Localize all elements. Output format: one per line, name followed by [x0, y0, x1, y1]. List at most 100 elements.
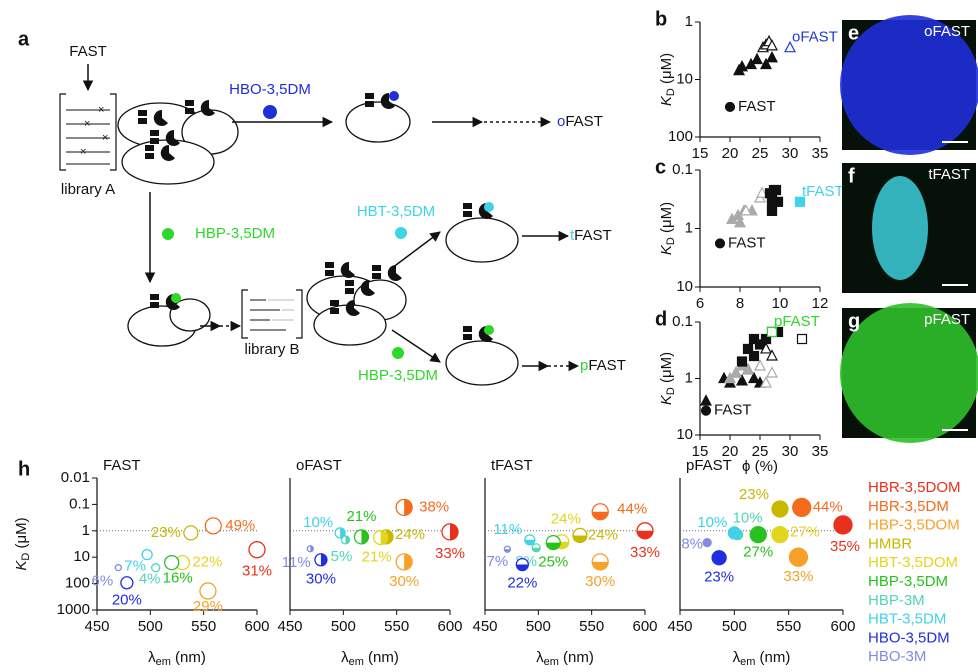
compound-label: HBP-3,5DM [358, 367, 438, 384]
subplot-title: oFAST [296, 457, 342, 474]
bubble-label: 33% [783, 568, 813, 585]
bubble-label: 10% [303, 514, 333, 531]
label-rest: (nm) [755, 649, 790, 666]
point [766, 366, 778, 378]
bubble-fill [345, 535, 350, 544]
point [734, 216, 746, 228]
label-sub: em [544, 656, 559, 668]
panel-letter: b [655, 8, 667, 30]
label-rest: (μM) [658, 53, 675, 88]
x-tick-label: 20 [722, 443, 739, 460]
y-tick-label: 1 [685, 13, 693, 30]
label-main: K [658, 394, 675, 405]
label-main: K [13, 560, 30, 571]
x-tick-label: 30 [782, 145, 799, 162]
x-tick-label: 600 [437, 618, 462, 635]
bubble [771, 526, 789, 544]
x-tick-label: 550 [191, 618, 216, 635]
bubble-label: 33% [630, 544, 660, 561]
label-sub: D [20, 553, 32, 561]
x-tick-label: 30 [782, 443, 799, 460]
x-axis-label: ϕ (%) [742, 458, 778, 475]
y-axis-label: KD (μM) [658, 202, 677, 255]
bubble-fill [516, 564, 529, 571]
bubble [199, 582, 217, 600]
label-rest: (nm) [171, 649, 206, 666]
point-label: pFAST [774, 313, 820, 330]
x-tick-label: 450 [277, 618, 302, 635]
bubble-label: 38% [419, 498, 449, 515]
point-label: FAST [728, 234, 766, 251]
bubble-label: 44% [617, 501, 647, 518]
library-label: library A [61, 181, 115, 198]
x-tick-label: 15 [692, 443, 709, 460]
legend-entry: HBP-3,5DOM [868, 517, 960, 534]
subplot-title: FAST [103, 457, 141, 474]
point [700, 394, 712, 406]
bubble-label: 8% [681, 536, 703, 553]
bubble-label: 10% [697, 514, 727, 531]
x-tick-label: 15 [692, 145, 709, 162]
point [724, 101, 736, 113]
bubble-label: 11% [282, 554, 311, 571]
variant-prefix: p [580, 357, 588, 374]
label-sub: em [349, 656, 364, 668]
bubble-fill [504, 549, 511, 553]
x-tick-label: 600 [632, 618, 657, 635]
point [736, 356, 748, 367]
y-tick-label: 1000 [57, 601, 90, 618]
bubble-label: 20% [112, 592, 142, 609]
image-label: oFAST [924, 23, 970, 40]
bubble [164, 554, 180, 571]
point [748, 333, 760, 345]
panel-letter: g [848, 310, 860, 332]
x-axis-label: λem (nm) [733, 649, 791, 668]
bubble [788, 547, 809, 567]
bubble-label: 30% [306, 571, 336, 588]
legend-entry: HBP-3,5DM [868, 573, 948, 590]
x-tick-label: 25 [752, 145, 769, 162]
panel-letter: e [848, 22, 859, 44]
bubble [151, 563, 161, 573]
point [766, 51, 778, 63]
bubble [771, 500, 789, 518]
point [784, 40, 796, 53]
variant-prefix: t [570, 227, 575, 244]
x-tick-label: 550 [776, 618, 801, 635]
bubble [833, 515, 853, 535]
point [766, 349, 778, 361]
panel-letter: c [655, 156, 666, 178]
variant-prefix: o [557, 113, 565, 130]
point-label: FAST [714, 402, 752, 419]
bubble-label: 24% [395, 526, 425, 543]
point [754, 359, 766, 371]
y-tick-label: 10 [676, 278, 693, 295]
bubble-label: 27% [743, 544, 773, 561]
bubble-fill [637, 530, 653, 539]
x-tick-label: 12 [812, 295, 829, 312]
bubble-fill [572, 535, 587, 543]
bubble-label: 29% [193, 598, 223, 615]
y-tick-label: 0.1 [69, 495, 90, 512]
bubble-label: 30% [389, 573, 419, 590]
cell-image [840, 15, 978, 155]
bubble-fill [404, 553, 413, 570]
bubble-fill [532, 547, 541, 552]
bubble [204, 517, 222, 535]
x-tick-label: 450 [472, 618, 497, 635]
diagram: × × × × [59, 64, 580, 386]
bubble-label: 6% [91, 573, 113, 590]
y-tick-label: 100 [65, 575, 90, 592]
x-tick-label: 600 [830, 618, 855, 635]
svg-text:×: × [102, 132, 108, 144]
bubble-fill [592, 561, 609, 570]
subplot-title: pFAST [686, 457, 732, 474]
x-axis-label: λem (nm) [148, 649, 206, 668]
y-tick-label: 1 [685, 369, 693, 386]
label-main: K [658, 95, 675, 106]
legend-entry: HBR-3,5DM [868, 498, 949, 515]
point [760, 57, 772, 70]
bubble-label: 44% [813, 498, 843, 515]
x-tick-label: 500 [722, 618, 747, 635]
x-axis-label: λem (nm) [341, 649, 399, 668]
